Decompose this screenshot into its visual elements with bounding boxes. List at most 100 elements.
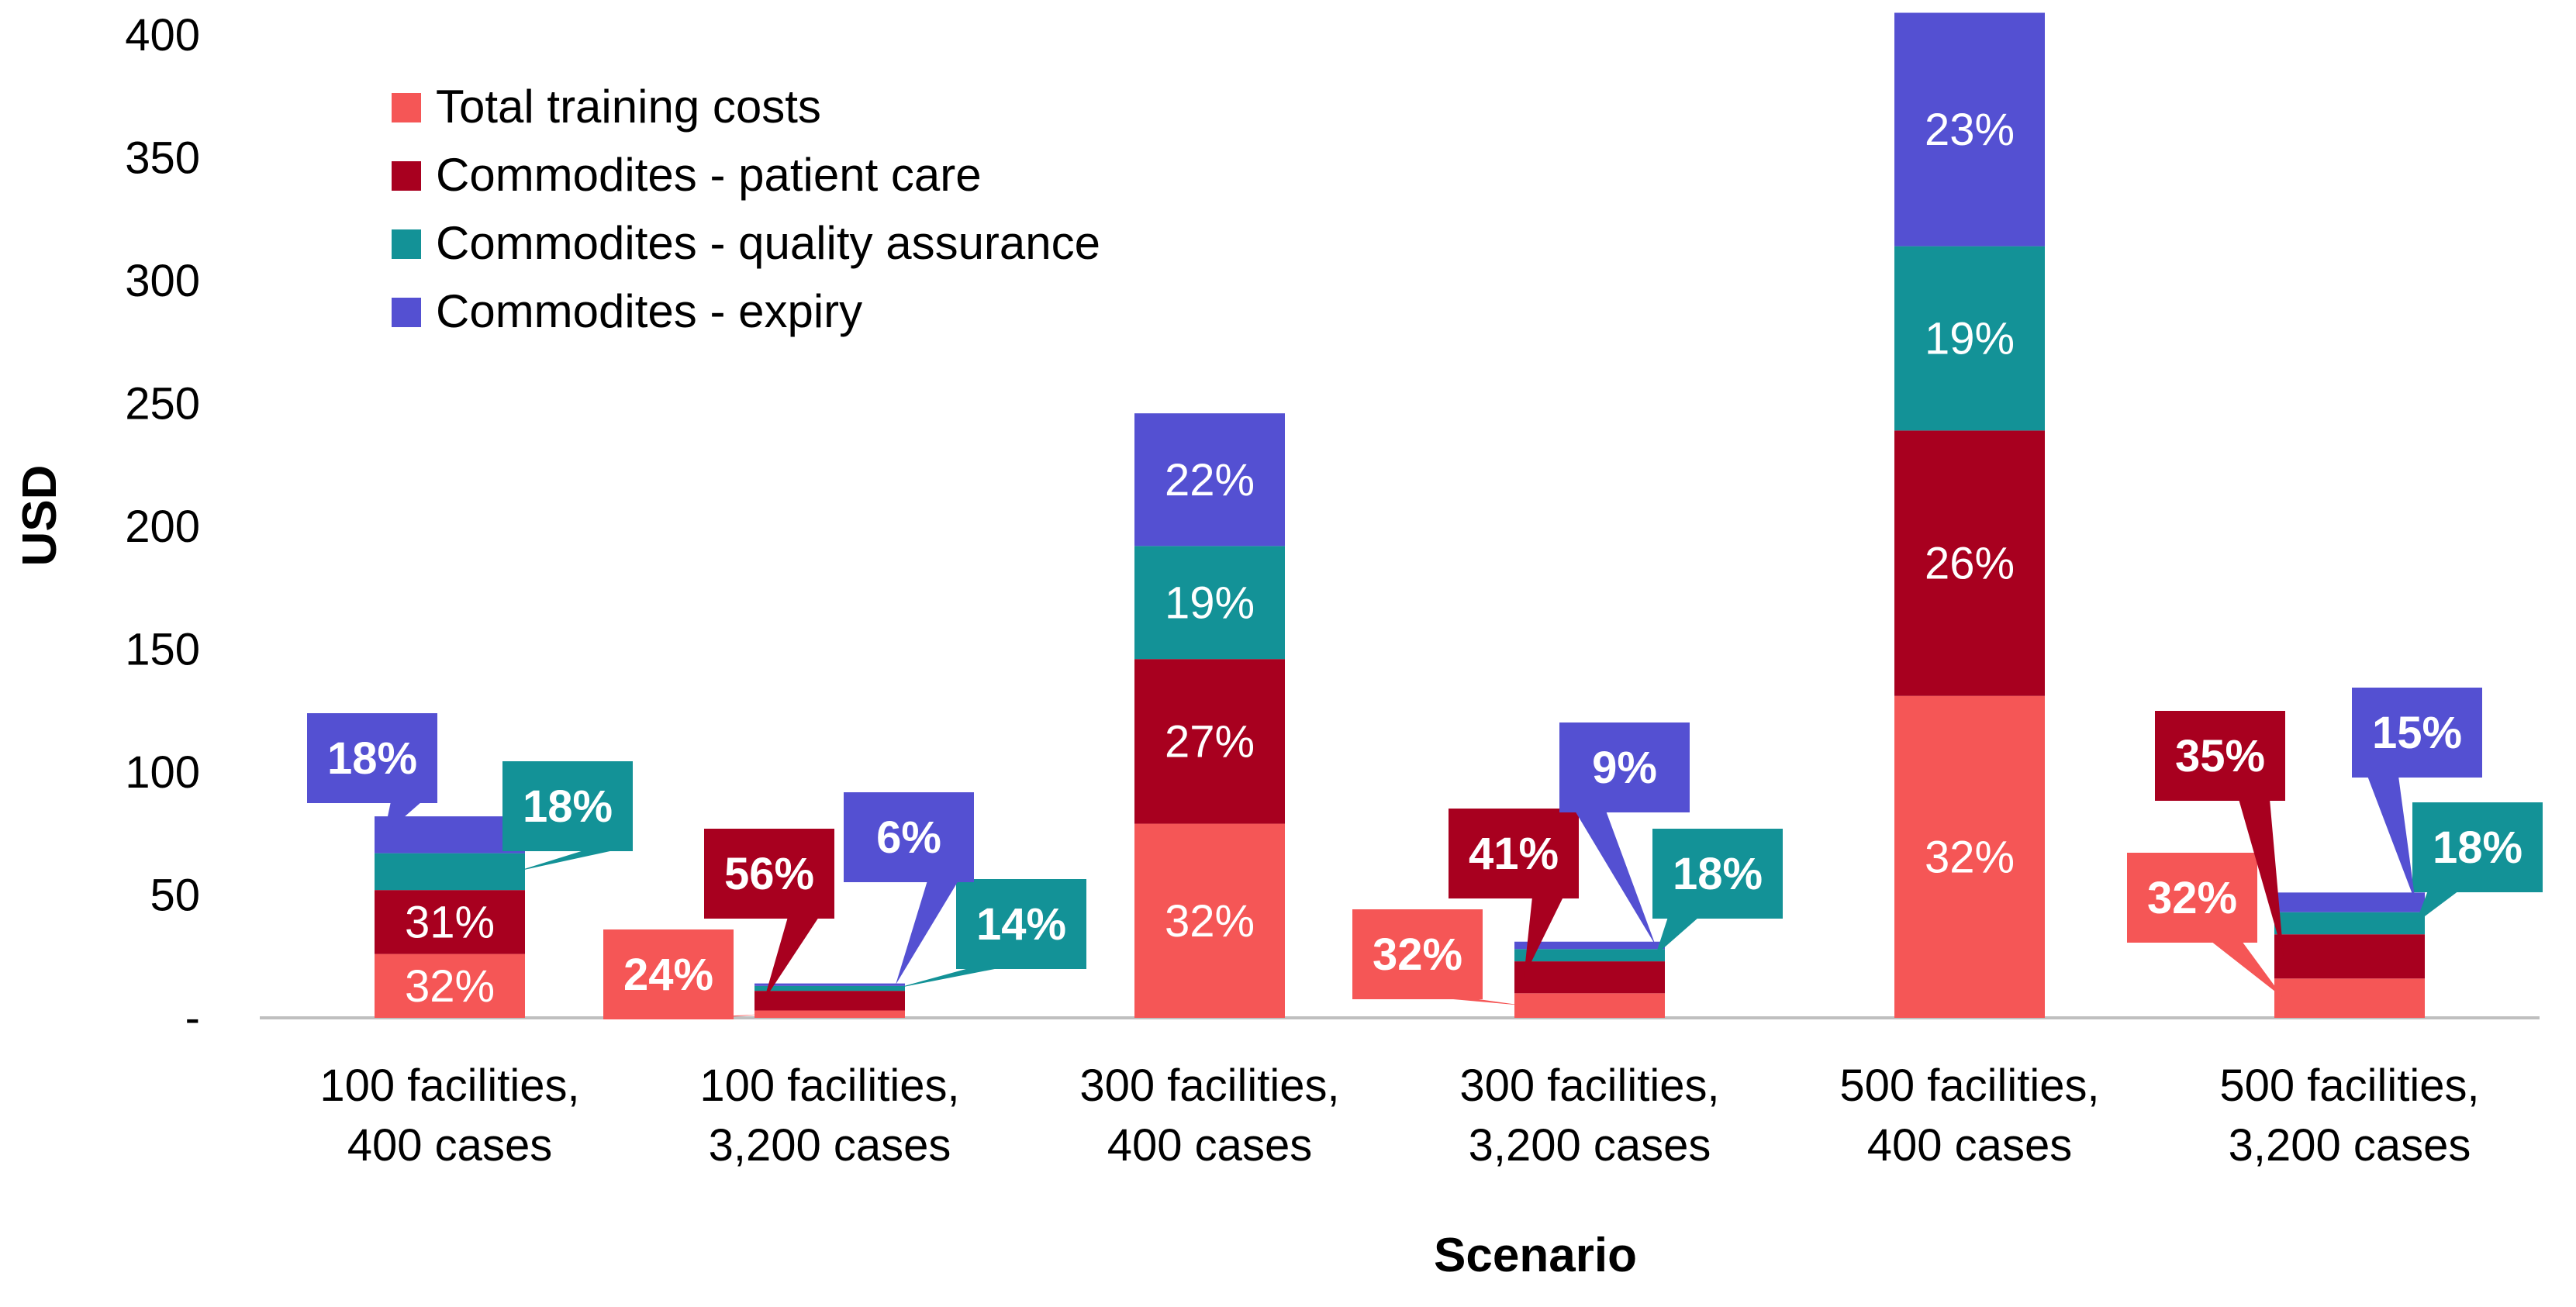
- callout-box: [1352, 909, 1483, 999]
- data-label: 19%: [1925, 313, 2015, 364]
- legend-entry: Total training costs: [436, 81, 821, 133]
- bar-segment: [1134, 413, 1285, 547]
- callout-label: 41%: [1469, 829, 1559, 879]
- callout-box: [844, 792, 974, 882]
- callout-label: 18%: [523, 781, 613, 832]
- data-label: 19%: [1165, 578, 1255, 628]
- category-label: 400 cases: [1867, 1120, 2072, 1171]
- bar-segment: [1894, 430, 2045, 696]
- category-label: 500 facilities,: [2219, 1060, 2479, 1111]
- y-tick-label: 150: [125, 625, 200, 675]
- data-label: 32%: [405, 961, 495, 1012]
- x-axis-title: Scenario: [1434, 1229, 1637, 1282]
- bar-segment: [1514, 961, 1665, 994]
- bar-segment: [375, 853, 525, 891]
- bar-segment: [1514, 941, 1665, 950]
- bar-segment: [2274, 934, 2425, 979]
- legend-swatch: [392, 93, 421, 122]
- callout-label: 6%: [876, 812, 941, 863]
- callout-pointer: [2211, 941, 2284, 998]
- callout-pointer: [2415, 891, 2459, 923]
- y-tick-label: 250: [125, 379, 200, 429]
- data-label: 23%: [1925, 105, 2015, 155]
- bar-segment: [1134, 659, 1285, 824]
- legend-swatch: [392, 298, 421, 327]
- callout-label: 18%: [1673, 849, 1763, 899]
- y-tick-label: 350: [125, 133, 200, 184]
- data-label: 32%: [1925, 832, 2015, 882]
- callout-box: [502, 761, 633, 851]
- category-label: 400 cases: [347, 1120, 552, 1171]
- callout-pointer: [896, 881, 958, 985]
- bar-segment: [1894, 695, 2045, 1018]
- y-axis-title: USD: [13, 465, 67, 567]
- callout-box: [2127, 853, 2257, 943]
- bar-segment: [1894, 12, 2045, 247]
- category-label: 3,200 cases: [2229, 1120, 2471, 1171]
- category-label: 500 facilities,: [1839, 1060, 2099, 1111]
- callout-pointer: [1524, 897, 1563, 978]
- data-label: 32%: [1165, 896, 1255, 947]
- bar-segment: [1514, 949, 1665, 962]
- callout-box: [2352, 688, 2482, 778]
- legend-entry: Commodites - patient care: [436, 149, 982, 201]
- callout-label: 9%: [1592, 743, 1657, 793]
- bar-segment: [2274, 892, 2425, 912]
- callout-label: 18%: [2433, 822, 2522, 873]
- category-label: 3,200 cases: [1469, 1120, 1711, 1171]
- data-label: 26%: [1925, 539, 2015, 589]
- data-label: 31%: [405, 897, 495, 947]
- legend-entry: Commodites - quality assurance: [436, 217, 1100, 269]
- category-label: 100 facilities,: [699, 1060, 959, 1111]
- bar-segment: [754, 991, 905, 1011]
- data-label: 22%: [1165, 455, 1255, 505]
- y-tick-label: 400: [125, 10, 200, 60]
- callout-label: 15%: [2372, 708, 2462, 758]
- bar-segment: [2274, 912, 2425, 935]
- category-label: 3,200 cases: [709, 1120, 951, 1171]
- bar-segment: [754, 985, 905, 991]
- legend-swatch: [392, 229, 421, 259]
- callout-pointer: [384, 802, 422, 835]
- y-tick-label: 50: [150, 871, 200, 921]
- category-label: 300 facilities,: [1459, 1060, 1719, 1111]
- bar-segment: [1134, 546, 1285, 660]
- bar-segment: [2274, 978, 2425, 1018]
- y-tick-label: -: [185, 993, 200, 1043]
- callout-pointer: [2367, 776, 2415, 903]
- bar-segment: [375, 816, 525, 854]
- callout-box: [307, 713, 437, 803]
- callout-box: [704, 829, 834, 919]
- data-label: 27%: [1165, 716, 1255, 767]
- callout-label: 14%: [976, 899, 1066, 950]
- callout-pointer: [1436, 998, 1524, 1006]
- callout-pointer: [1575, 811, 1656, 946]
- callout-box: [956, 879, 1086, 969]
- legend-swatch: [392, 161, 421, 191]
- y-tick-label: 300: [125, 256, 200, 306]
- callout-label: 35%: [2175, 731, 2265, 781]
- callout-pointer: [2239, 799, 2284, 957]
- callout-pointer: [764, 917, 819, 1001]
- callout-label: 18%: [327, 733, 417, 784]
- bar-segment: [1514, 993, 1665, 1018]
- callout-box: [1559, 722, 1690, 812]
- callout-pointer: [896, 967, 1003, 988]
- callout-box: [2155, 711, 2285, 801]
- callout-label: 24%: [623, 950, 713, 1000]
- category-label: 400 cases: [1107, 1120, 1312, 1171]
- callout-box: [603, 929, 734, 1019]
- callout-label: 32%: [2147, 873, 2237, 923]
- bar-segment: [375, 890, 525, 954]
- category-label: 300 facilities,: [1079, 1060, 1339, 1111]
- legend-entry: Commodites - expiry: [436, 285, 862, 337]
- callout-box: [1652, 829, 1783, 919]
- bar-segment: [1134, 823, 1285, 1018]
- y-tick-label: 100: [125, 747, 200, 798]
- bar-segment: [1894, 246, 2045, 431]
- callout-label: 32%: [1373, 929, 1462, 980]
- bar-segment: [754, 983, 905, 986]
- callout-box: [1449, 809, 1579, 898]
